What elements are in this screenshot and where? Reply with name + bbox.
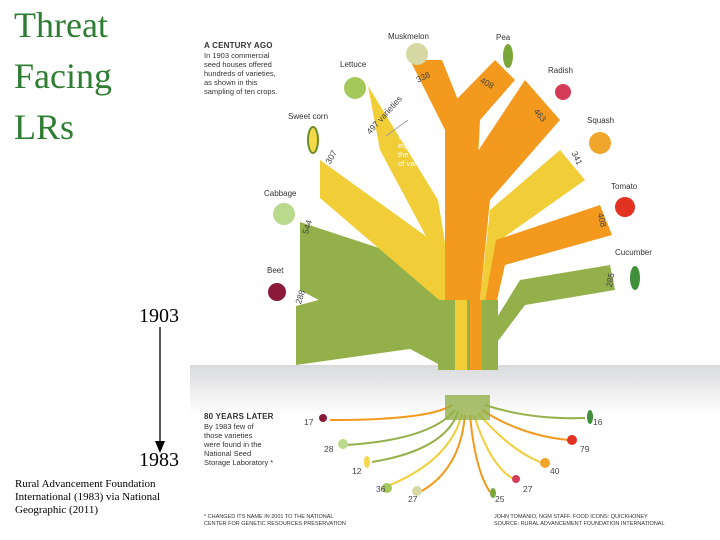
band-radish — [470, 80, 560, 300]
corn-icon — [307, 126, 319, 154]
crop-name-squash: Squash — [587, 116, 615, 125]
melon-icon — [406, 43, 428, 65]
seed-diversity-infographic: A CENTURY AGO In 1903 commercial seed ho… — [190, 0, 720, 540]
streams-svg — [190, 43, 720, 498]
eighty-years-body: By 1983 few of those varieties were foun… — [204, 422, 274, 467]
footnote-left: * CHANGED ITS NAME IN 2001 TO THE NATION… — [204, 514, 346, 527]
count-1983-beet: 17 — [304, 417, 314, 427]
century-ago-body: In 1903 commercial seed houses offered h… — [204, 51, 278, 96]
eighty-years-header: 80 YEARS LATER — [204, 412, 274, 421]
year-1983-label: 1983 — [139, 449, 179, 471]
title-line: LRs — [14, 107, 75, 147]
count-1983-pea: 25 — [495, 494, 505, 504]
cucumber-icon — [630, 266, 640, 290]
title-line: Threat — [14, 5, 108, 45]
trunk — [438, 300, 498, 370]
cabbage-icon — [273, 203, 295, 225]
year-1903-label: 1903 — [139, 305, 179, 327]
source-credit: Rural Advancement Foundation Internation… — [15, 478, 161, 516]
count-1983-sweet-corn: 12 — [352, 466, 362, 476]
lettuce-icon — [344, 77, 366, 99]
crop-name-pea: Pea — [496, 33, 511, 42]
beet-icon — [268, 283, 286, 301]
band-lettuce — [368, 86, 452, 285]
crop-name-cabbage: Cabbage — [264, 189, 297, 198]
tomato-icon — [615, 197, 635, 217]
count-1983-cucumber: 16 — [593, 417, 603, 427]
crop-name-muskmelon: Muskmelon — [388, 32, 429, 41]
band-squash — [480, 150, 585, 300]
count-1983-muskmelon: 27 — [408, 494, 418, 504]
slide-title: Threat Facing LRs — [14, 0, 204, 153]
century-ago-header: A CENTURY AGO — [204, 41, 273, 50]
radish-icon — [555, 84, 571, 100]
band-cucumber — [480, 265, 615, 345]
count-1983-radish: 27 — [523, 484, 533, 494]
crop-name-radish: Radish — [548, 66, 573, 75]
band-sweet-corn — [320, 160, 445, 305]
count-1983-tomato: 79 — [580, 444, 590, 454]
crop-name-cucumber: Cucumber — [615, 248, 652, 257]
squash-icon — [589, 132, 611, 154]
crop-name-lettuce: Lettuce — [340, 60, 367, 69]
pea-icon — [503, 44, 513, 68]
count-1983-cabbage: 28 — [324, 444, 334, 454]
crop-name-tomato: Tomato — [611, 182, 638, 191]
count-1983-squash: 40 — [550, 466, 560, 476]
count-1983-lettuce: 36 — [376, 484, 386, 494]
footnote-right: JOHN TOMANIO, NGM STAFF. FOOD ICONS: QUI… — [494, 514, 665, 527]
width-note: Width equals the number of varieties — [398, 132, 436, 168]
band-muskmelon — [410, 60, 458, 320]
timeline-arrow — [155, 327, 165, 453]
crop-name-beet: Beet — [267, 266, 284, 275]
band-tomato — [478, 205, 612, 340]
title-line: Facing — [14, 56, 112, 96]
crop-name-sweet-corn: Sweet corn — [288, 112, 329, 121]
